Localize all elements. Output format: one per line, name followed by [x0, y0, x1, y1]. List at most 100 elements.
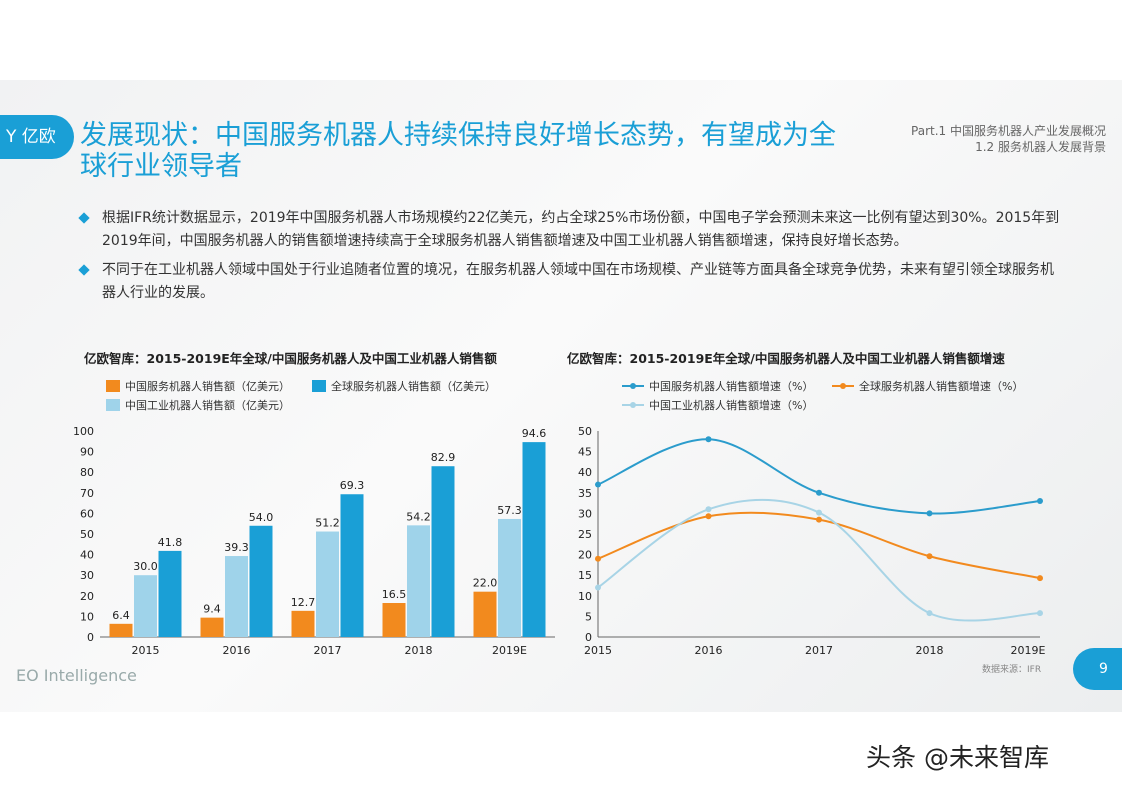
bar	[431, 466, 455, 637]
data-label: 54.0	[249, 511, 274, 524]
x-tick-label: 2015	[584, 644, 612, 657]
legend-label: 中国服务机器人销售额（亿美元）	[125, 380, 290, 393]
logo-text: 亿欧	[21, 127, 56, 147]
page-number: 9	[1073, 648, 1122, 690]
data-point	[1037, 610, 1043, 617]
data-point	[1037, 498, 1043, 505]
y-tick-label: 5	[585, 610, 592, 623]
x-tick-label: 2017	[805, 644, 833, 657]
y-tick-label: 25	[578, 528, 592, 541]
legend-label: 全球服务机器人销售额（亿美元）	[331, 380, 496, 393]
legend-item: 中国工业机器人销售额（亿美元）	[106, 397, 290, 413]
y-tick-label: 40	[578, 466, 592, 479]
data-label: 9.4	[203, 603, 221, 616]
y-tick-label: 40	[80, 549, 94, 562]
data-label: 6.4	[112, 609, 130, 622]
y-tick-label: 45	[578, 446, 592, 459]
bullet-item: 不同于在工业机器人领域中国处于行业追随者位置的境况，在服务机器人领域中国在市场规…	[78, 259, 1060, 305]
data-label: 51.2	[315, 517, 340, 530]
y-tick-label: 10	[578, 590, 592, 603]
bar	[291, 610, 315, 637]
data-label: 22.0	[473, 577, 498, 590]
y-tick-label: 10	[80, 610, 94, 623]
bar	[382, 603, 406, 637]
bar	[316, 531, 339, 637]
y-tick-label: 50	[80, 528, 94, 541]
logo: Y 亿欧	[0, 115, 74, 159]
data-point	[595, 481, 601, 488]
legend-line-icon	[622, 402, 644, 408]
brand-footer: EO Intelligence	[16, 666, 137, 685]
legend-swatch	[106, 380, 120, 392]
bar	[158, 550, 182, 637]
data-label: 16.5	[382, 588, 407, 601]
page-title: 发展现状：中国服务机器人持续保持良好增长态势，有望成为全球行业领导者	[80, 120, 836, 182]
data-label: 39.3	[224, 541, 249, 554]
data-label: 54.2	[406, 510, 431, 523]
x-tick-label: 2019E	[1011, 644, 1046, 657]
legend-item: 全球服务机器人销售额增速（%）	[832, 378, 1023, 394]
bar	[498, 518, 521, 637]
data-label: 94.6	[522, 427, 547, 440]
y-tick-label: 60	[80, 507, 94, 520]
x-tick-label: 2018	[405, 644, 433, 657]
bullet-text: 根据IFR统计数据显示，2019年中国服务机器人市场规模约22亿美元，约占全球2…	[102, 210, 1060, 249]
y-tick-label: 30	[578, 507, 592, 520]
watermark: 头条 @未来智库	[866, 743, 1049, 772]
data-label: 30.0	[133, 560, 158, 573]
data-point	[1037, 575, 1043, 582]
x-tick-label: 2018	[916, 644, 944, 657]
legend-swatch	[312, 380, 326, 392]
y-tick-label: 35	[578, 487, 592, 500]
data-label: 82.9	[431, 451, 456, 464]
y-tick-label: 20	[578, 549, 592, 562]
section-label: 1.2 服务机器人发展背景	[975, 140, 1106, 154]
bar	[134, 575, 157, 637]
legend-item: 中国服务机器人销售额（亿美元）	[106, 378, 290, 394]
bullet-item: 根据IFR统计数据显示，2019年中国服务机器人市场规模约22亿美元，约占全球2…	[78, 207, 1060, 253]
y-tick-label: 20	[80, 590, 94, 603]
legend-line-icon	[832, 383, 854, 389]
y-tick-label: 100	[73, 425, 94, 438]
y-tick-label: 15	[578, 569, 592, 582]
legend-swatch	[106, 399, 120, 411]
x-tick-label: 2015	[132, 644, 160, 657]
bar-chart-title: 亿欧智库：2015-2019E年全球/中国服务机器人及中国工业机器人销售额	[84, 351, 497, 366]
y-tick-label: 90	[80, 446, 94, 459]
legend-label: 中国工业机器人销售额增速（%）	[649, 399, 814, 412]
data-point	[926, 510, 933, 517]
source-note: 数据来源：IFR	[982, 665, 1042, 675]
y-tick-label: 80	[80, 466, 94, 479]
bar	[340, 494, 364, 637]
bar	[225, 556, 248, 637]
logo-icon: Y	[6, 127, 17, 147]
data-label: 41.8	[158, 536, 183, 549]
data-label: 12.7	[291, 596, 316, 609]
bullet-text: 不同于在工业机器人领域中国处于行业追随者位置的境况，在服务机器人领域中国在市场规…	[102, 262, 1054, 301]
legend-item: 全球服务机器人销售额（亿美元）	[312, 378, 496, 394]
data-point	[816, 489, 822, 496]
part-label: Part.1 中国服务机器人产业发展概况	[911, 124, 1106, 138]
x-tick-label: 2017	[314, 644, 342, 657]
data-point	[705, 513, 712, 520]
series-line	[597, 438, 1041, 515]
slide	[0, 80, 1122, 712]
data-label: 57.3	[497, 504, 522, 517]
legend-label: 全球服务机器人销售额增速（%）	[859, 380, 1024, 393]
bar	[522, 442, 546, 637]
legend-label: 中国工业机器人销售额（亿美元）	[125, 399, 290, 412]
breadcrumb: Part.1 中国服务机器人产业发展概况 1.2 服务机器人发展背景	[911, 123, 1106, 155]
data-point	[926, 553, 933, 560]
bar	[249, 525, 273, 637]
y-tick-label: 50	[578, 425, 592, 438]
data-label: 69.3	[340, 479, 365, 492]
y-tick-label: 70	[80, 487, 94, 500]
y-tick-label: 30	[80, 569, 94, 582]
data-point	[705, 506, 712, 513]
legend-item: 中国服务机器人销售额增速（%）	[622, 378, 813, 394]
data-point	[705, 436, 712, 443]
legend-line-icon	[622, 383, 644, 389]
data-point	[595, 555, 601, 562]
bar	[407, 525, 430, 637]
